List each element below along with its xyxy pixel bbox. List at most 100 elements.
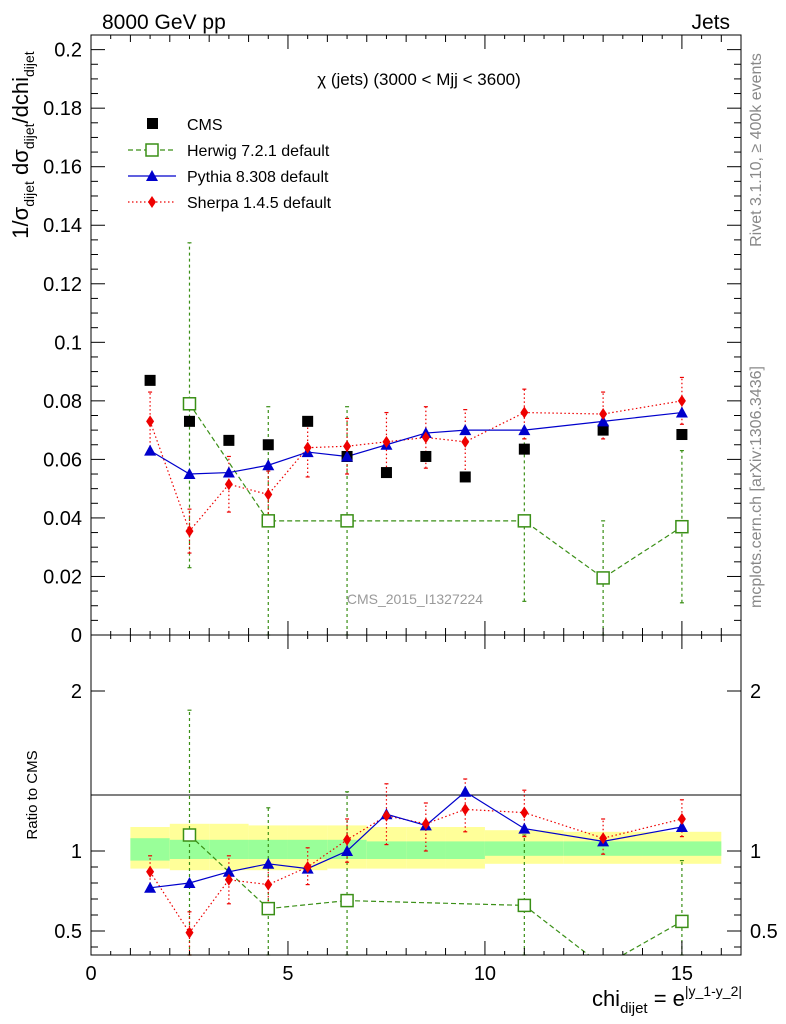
band-green	[484, 841, 564, 856]
legend-marker-sherpa	[148, 196, 156, 208]
legend-marker-pythia	[146, 170, 158, 181]
herwig-ratio-line	[622, 920, 683, 956]
pythia-marker	[675, 406, 688, 418]
herwig-marker	[675, 519, 689, 534]
pythia-marker	[459, 424, 472, 436]
y-axis-label: 1/σdijet dσdijet/dchidijet	[8, 51, 37, 239]
band-green	[287, 839, 328, 859]
herwig-ratio-marker	[517, 898, 532, 913]
x-tick-label: 5	[282, 963, 293, 985]
y-tick-label: 0.06	[43, 449, 82, 471]
y-tick-label: 0.12	[43, 274, 82, 296]
legend-label-sherpa: Sherpa 1.4.5 default	[187, 195, 332, 212]
pythia-marker	[144, 444, 157, 456]
pythia-ratio-marker	[459, 785, 472, 797]
cms-marker	[597, 424, 609, 436]
x-axis-label: chidijet = e|y_1-y_2|	[592, 983, 742, 1017]
sherpa-marker	[343, 440, 352, 453]
sherpa-marker	[146, 415, 155, 428]
sherpa-marker	[599, 408, 608, 421]
cms-marker	[676, 429, 688, 441]
y-tick-label: 0.18	[43, 98, 82, 120]
pythia-ratio-marker	[144, 881, 157, 893]
side-text-bottom: mcplots.cern.ch [arXiv:1306.3436]	[748, 366, 765, 608]
herwig-marker	[261, 514, 276, 528]
herwig-ratio-line	[347, 900, 525, 906]
pythia-ratio-marker	[262, 857, 275, 869]
sherpa-marker	[224, 478, 233, 491]
pythia-marker	[183, 468, 196, 480]
band-green	[130, 838, 170, 861]
pythia-marker	[262, 459, 275, 471]
ratio-axes: 0 5 10 15 0.5 0.5 1 1 2 2	[54, 635, 778, 985]
sherpa-ratio-marker	[382, 809, 391, 822]
legend-label-pythia: Pythia 8.308 default	[187, 169, 329, 186]
ratio-y-tick-label-right: 0.5	[750, 921, 778, 943]
ratio-plot-frame	[90, 634, 742, 956]
pythia-ratio-marker	[222, 865, 235, 877]
main-axes: 0 0.02 0.04 0.06 0.08 0.1 0.12 0.14 0.16 0.18 0.2	[43, 34, 742, 647]
pythia-marker	[222, 466, 235, 478]
legend-label-herwig: Herwig 7.2.1 default	[187, 143, 330, 160]
sherpa-ratio-marker	[520, 806, 529, 819]
herwig-marker	[596, 571, 610, 585]
y-tick-label: 0.2	[54, 40, 82, 62]
sherpa-marker	[677, 394, 686, 407]
band-green	[445, 841, 485, 859]
herwig-ratio-line	[189, 834, 269, 910]
y-tick-label: 0.02	[43, 566, 82, 588]
sherpa-line	[149, 400, 683, 533]
sherpa-marker	[421, 431, 430, 444]
sherpa-ratio-marker	[599, 832, 608, 845]
sherpa-ratio-marker	[461, 803, 470, 816]
legend-marker-herwig	[145, 143, 159, 157]
y-tick-label: 0	[71, 625, 82, 647]
x-tick-label: 15	[671, 963, 693, 985]
cms-marker	[459, 471, 471, 483]
cms-marker	[518, 443, 530, 455]
ratio-plot: 0 5 10 15 0.5 0.5 1 1 2 2 Ratio to CMS	[24, 634, 778, 985]
cms-marker	[380, 467, 392, 479]
pythia-marker	[518, 424, 531, 436]
herwig-ratio-line	[268, 900, 348, 910]
ratio-y-tick-label-left: 0.5	[54, 921, 82, 943]
legend-label-cms: CMS	[187, 117, 223, 134]
herwig-marker	[517, 514, 532, 528]
band-green	[642, 841, 722, 856]
side-text-top: Rivet 3.1.10, ≥ 400k events	[748, 53, 765, 247]
y-tick-label: 0.1	[54, 332, 82, 354]
herwig-marker	[340, 514, 354, 528]
sherpa-marker	[185, 525, 194, 538]
y-tick-label: 0.16	[43, 157, 82, 179]
sherpa-marker	[520, 406, 529, 419]
herwig-ratio-marker	[261, 901, 276, 916]
pythia-ratio-marker	[183, 877, 196, 888]
main-series-layer	[144, 242, 689, 636]
legend: CMS Herwig 7.2.1 default Pythia 8.308 de…	[128, 117, 332, 212]
sherpa-ratio-marker	[343, 833, 352, 846]
herwig-line	[188, 403, 683, 579]
main-plot: 00.020.040.060.080.10.120.140.160.180.2 …	[8, 34, 742, 647]
x-tick-label: 0	[85, 963, 96, 985]
herwig-ratio-line	[523, 904, 589, 956]
band-green	[209, 839, 249, 859]
legend-entry-cms: CMS	[147, 117, 223, 134]
sherpa-ratio-marker	[146, 865, 155, 878]
header-right: Jets	[691, 11, 730, 34]
ratio-y-tick-label-left: 1	[71, 841, 82, 863]
plot-title: χ (jets) (3000 < Mjj < 3600)	[317, 70, 521, 89]
pythia-ratio-marker	[675, 821, 688, 832]
cms-marker	[183, 415, 195, 427]
y-tick-label: 0.14	[43, 215, 82, 237]
pythia-marker	[341, 450, 354, 462]
pythia-marker	[597, 415, 610, 427]
sherpa-ratio-marker	[185, 926, 194, 939]
legend-marker-cms	[147, 118, 158, 129]
band-green	[366, 841, 407, 859]
herwig-ratio-marker	[182, 828, 197, 842]
cms-marker	[420, 450, 432, 462]
pythia-ratio-marker	[341, 845, 354, 856]
ratio-y-tick-label-right: 2	[750, 681, 761, 703]
ratio-series-layer	[144, 709, 689, 956]
sherpa-marker	[264, 488, 273, 501]
